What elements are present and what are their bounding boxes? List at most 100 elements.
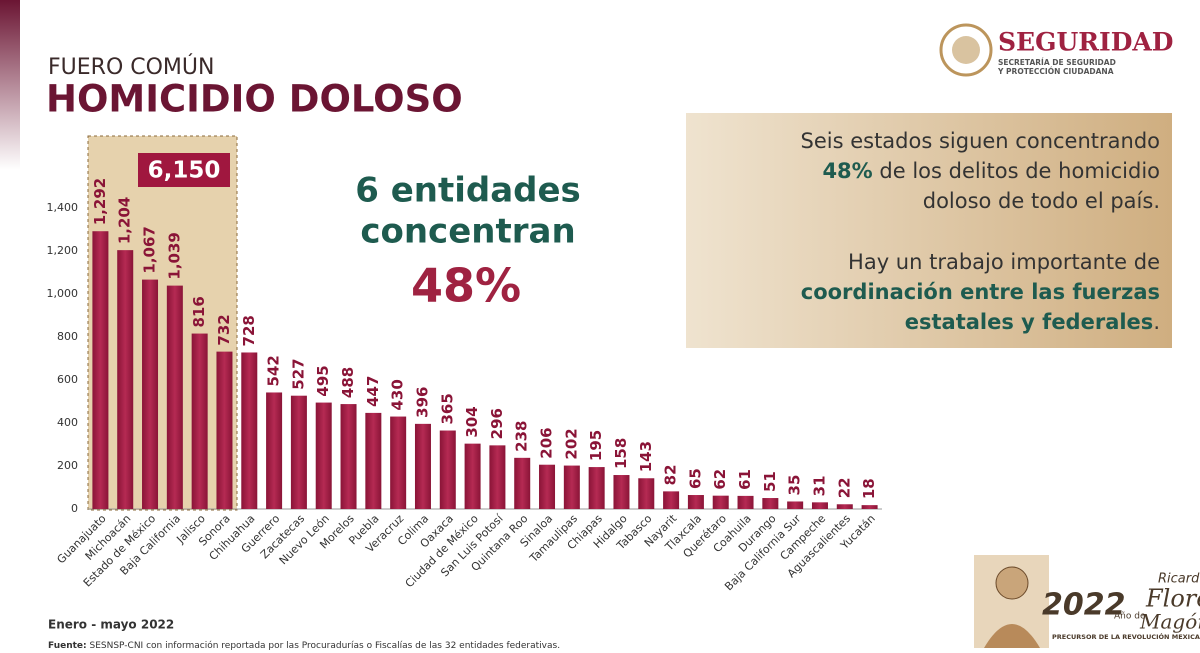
bar — [712, 495, 729, 509]
badge-prefix: Año de — [1114, 612, 1146, 622]
callout-text: doloso de todo el país. — [923, 189, 1160, 213]
callout-line: coordinación entre las fuerzas — [801, 280, 1160, 304]
bar — [563, 465, 580, 509]
bar — [787, 501, 804, 509]
highlight-label-box — [138, 153, 230, 187]
annotation: concentran — [360, 212, 575, 252]
badge-year: 2022 — [1042, 588, 1126, 623]
value-label: 1,204 — [116, 197, 134, 244]
y-tick-label: 200 — [57, 459, 78, 472]
bar — [216, 351, 233, 509]
badge-tagline: PRECURSOR DE LA REVOLUCIÓN MEXICANA — [1052, 632, 1200, 641]
period: Enero - mayo 2022 — [48, 618, 174, 632]
bar — [390, 416, 407, 509]
bar — [266, 392, 283, 509]
callout-emphasis: 48% — [822, 159, 872, 183]
value-label: 728 — [240, 315, 258, 346]
logo-line: Y PROTECCIÓN CIUDADANA — [997, 67, 1114, 76]
bar — [142, 279, 159, 509]
value-label: 488 — [339, 367, 357, 398]
bar — [414, 423, 431, 509]
bar — [613, 475, 630, 509]
callout-text: Hay un trabajo importante de — [848, 250, 1160, 274]
value-label: 527 — [289, 358, 307, 389]
callout-text: . — [1153, 310, 1160, 334]
source-label: Fuente: — [48, 641, 87, 651]
value-label: 447 — [364, 376, 382, 407]
badge-name: Flores — [1145, 585, 1200, 613]
value-label: 1,292 — [91, 178, 109, 225]
value-label: 396 — [413, 387, 431, 418]
highlight-box — [87, 135, 238, 511]
bar — [737, 495, 754, 509]
y-tick-label: 400 — [57, 416, 78, 429]
value-label: 816 — [190, 296, 208, 327]
bar — [539, 464, 556, 509]
callout-line: 48% de los delitos de homicidio — [822, 159, 1160, 183]
badge: 2022 Año de Ricardo Flores Magón PRECURS… — [974, 555, 1200, 648]
callout-line: Seis estados siguen concentrando — [801, 129, 1160, 153]
bar — [191, 333, 208, 509]
highlight-label: 6,150 — [148, 158, 221, 184]
callout-line: Hay un trabajo importante de — [848, 250, 1160, 274]
annotation: 6 entidades — [355, 171, 581, 211]
callout-emphasis: estatales y federales — [905, 310, 1154, 334]
y-tick-label: 600 — [57, 373, 78, 386]
value-label: 22 — [835, 477, 853, 498]
emblem-core — [952, 36, 980, 64]
bar — [315, 402, 332, 509]
bar — [290, 395, 307, 509]
value-label: 158 — [612, 438, 630, 469]
value-label: 542 — [265, 355, 283, 386]
bar — [861, 505, 878, 509]
y-tick-label: 0 — [71, 502, 78, 515]
value-label: 202 — [562, 428, 580, 459]
value-label: 296 — [488, 408, 506, 439]
callout-text: de los delitos de homicidio — [879, 159, 1160, 183]
emblem — [939, 23, 993, 77]
badge-name: Ricardo — [1158, 572, 1200, 587]
value-label: 31 — [810, 475, 828, 496]
bar — [340, 404, 357, 509]
value-label: 82 — [662, 464, 680, 485]
bar — [687, 495, 704, 509]
bar — [638, 478, 655, 509]
bar — [514, 457, 531, 509]
logo-line: SECRETARÍA DE SEGURIDAD — [998, 58, 1116, 67]
value-label: 51 — [761, 471, 779, 492]
value-label: 304 — [463, 406, 481, 437]
portrait-body — [984, 624, 1040, 648]
y-tick-label: 1,400 — [47, 201, 79, 214]
value-label: 35 — [786, 475, 804, 496]
value-label: 430 — [389, 379, 407, 410]
y-tick-label: 800 — [57, 330, 78, 343]
callout: Seis estados siguen concentrando 48% de … — [801, 129, 1160, 334]
bar — [588, 467, 605, 509]
callout-box — [686, 113, 1172, 348]
badge-name: Magón — [1139, 610, 1200, 634]
bar — [365, 412, 382, 509]
value-label: 365 — [438, 393, 456, 424]
bar — [811, 502, 828, 509]
source-text: SESNSP-CNI con información reportada por… — [90, 640, 561, 651]
logo-name: SEGURIDAD — [998, 28, 1174, 57]
y-tick-label: 1,000 — [47, 287, 79, 300]
bar — [464, 443, 481, 509]
bar — [489, 445, 506, 509]
value-label: 61 — [736, 469, 754, 490]
kicker: FUERO COMÚN — [48, 54, 214, 80]
value-label: 495 — [314, 365, 332, 396]
callout-line: doloso de todo el país. — [923, 189, 1160, 213]
bar — [439, 430, 456, 509]
annotation: 48% — [411, 259, 521, 313]
value-label: 732 — [215, 314, 233, 345]
value-label: 238 — [513, 421, 531, 452]
bar — [762, 498, 779, 509]
bar — [166, 285, 183, 509]
callout-line: estatales y federales. — [905, 310, 1160, 334]
value-label: 18 — [860, 478, 878, 499]
value-label: 143 — [637, 441, 655, 472]
logo: SEGURIDAD SECRETARÍA DE SEGURIDAD Y PROT… — [939, 23, 1174, 77]
